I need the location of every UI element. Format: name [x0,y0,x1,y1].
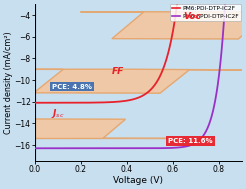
Text: J$_{sc}$: J$_{sc}$ [51,107,64,120]
FancyArrow shape [80,12,246,39]
FancyArrow shape [0,69,246,93]
Text: Voc: Voc [184,12,201,21]
X-axis label: Voltage (V): Voltage (V) [113,176,163,185]
FancyArrow shape [0,119,166,139]
Text: PCE: 11.6%: PCE: 11.6% [168,138,213,144]
Legend: PM6:PDI-DTP-IC2F, PM6:hPDI-DTP-IC2F: PM6:PDI-DTP-IC2F, PM6:hPDI-DTP-IC2F [170,4,241,21]
Y-axis label: Current density (mA/cm²): Current density (mA/cm²) [4,31,13,134]
Text: PCE: 4.8%: PCE: 4.8% [52,84,92,90]
Text: FF: FF [111,67,124,76]
